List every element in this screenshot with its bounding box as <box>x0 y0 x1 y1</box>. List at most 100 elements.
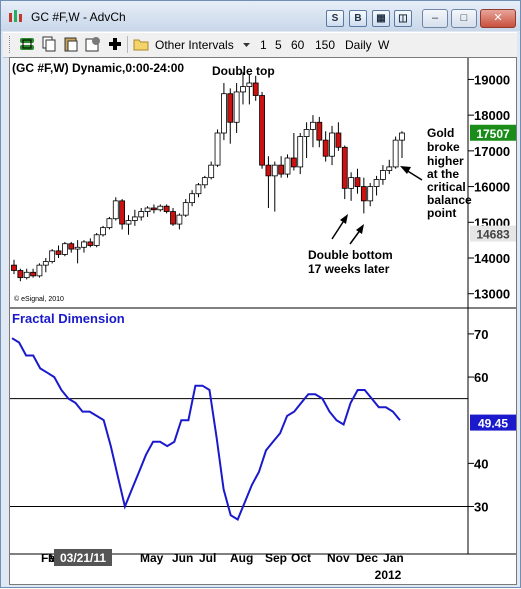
candle-body <box>170 211 176 225</box>
price-tick-label-3: 16000 <box>474 180 510 195</box>
candle-body <box>17 270 24 279</box>
candle-body <box>144 207 151 212</box>
toolbar-grip <box>9 36 12 53</box>
maximize-button[interactable]: □ <box>451 9 477 28</box>
annotation-gold-3: higher <box>427 154 464 168</box>
candle <box>360 177 367 214</box>
candle <box>81 240 87 253</box>
candle <box>30 268 36 278</box>
minimize-button[interactable]: – <box>422 9 448 28</box>
fractal-panel: Fractal Dimension 70 60 40 30 49.45 <box>10 311 516 521</box>
candle-body <box>157 205 164 211</box>
candle-body <box>176 214 183 225</box>
restore-button[interactable]: ◫ <box>394 10 412 27</box>
candle <box>201 175 208 189</box>
candle <box>290 133 297 171</box>
candle-body <box>316 121 323 141</box>
x-label-0: Fe <box>41 551 55 565</box>
fractal-title: Fractal Dimension <box>12 311 125 326</box>
x-label-10: Jan <box>383 551 404 565</box>
arrow-breakout <box>400 166 423 181</box>
dropdown-arrow-icon[interactable] <box>243 43 250 48</box>
date-highlight-box <box>54 549 112 566</box>
plus-icon[interactable] <box>107 36 123 52</box>
candle <box>259 91 265 169</box>
title-button-s[interactable]: S <box>326 10 344 27</box>
candle <box>367 183 374 207</box>
candle <box>348 172 355 201</box>
candle <box>100 225 106 237</box>
candle-body <box>163 205 170 212</box>
candle <box>392 136 399 169</box>
price-tick-label-0: 19000 <box>474 72 510 87</box>
x-label-9: Dec <box>356 551 378 565</box>
candle <box>322 131 329 162</box>
candle-body <box>278 164 285 175</box>
candle <box>112 197 119 221</box>
candle <box>221 83 227 141</box>
window-title: GC #F,W - AdvCh <box>31 10 126 24</box>
candle-body <box>348 177 355 189</box>
title-bar[interactable]: GC #F,W - AdvCh S B ▦ ◫ – □ ✕ <box>1 1 520 31</box>
candle-body <box>81 241 87 248</box>
fractal-tick-label-3: 30 <box>474 500 488 515</box>
interval-60[interactable]: 60 <box>291 38 305 52</box>
candle-body <box>195 184 202 195</box>
candle-body <box>208 164 215 179</box>
candle-body <box>380 170 386 180</box>
title-button-b[interactable]: B <box>349 10 367 27</box>
interval-5[interactable]: 5 <box>275 38 282 52</box>
candle <box>74 240 81 264</box>
candle-body <box>392 139 399 168</box>
candle-body <box>49 250 56 262</box>
candle-body <box>42 261 49 266</box>
candle <box>284 154 291 178</box>
tile-button[interactable]: ▦ <box>372 10 390 27</box>
candle <box>68 241 75 253</box>
properties-icon[interactable] <box>85 36 101 52</box>
candle-body <box>74 246 81 250</box>
folder-icon[interactable] <box>133 36 149 52</box>
chart-canvas[interactable]: (GC #F,W) Dynamic,0:00-24:00 © eSignal, … <box>10 58 516 584</box>
candle-body <box>303 129 310 137</box>
candle <box>49 249 56 264</box>
candle <box>144 206 151 217</box>
annotation-double-bottom: Double bottom <box>308 248 393 262</box>
price-label: 17507 <box>476 127 510 141</box>
candle <box>240 72 246 105</box>
candle-body <box>201 177 208 186</box>
close-button[interactable]: ✕ <box>480 9 516 28</box>
interval-weekly[interactable]: W <box>378 38 390 52</box>
chart-area[interactable]: (GC #F,W) Dynamic,0:00-24:00 © eSignal, … <box>9 57 517 585</box>
interval-daily[interactable]: Daily <box>345 38 372 52</box>
candle <box>131 209 138 226</box>
candle <box>329 125 335 166</box>
candle <box>227 88 234 144</box>
fd-value-box: 49.45 <box>470 414 516 431</box>
paste-icon[interactable] <box>63 36 79 52</box>
tile-icon: ▦ <box>376 13 386 24</box>
candle <box>106 216 113 230</box>
interval-1[interactable]: 1 <box>260 38 267 52</box>
candle <box>23 268 30 280</box>
interval-menu[interactable]: Other Intervals <box>155 38 234 52</box>
copy-icon[interactable] <box>41 36 57 52</box>
candle <box>278 156 285 178</box>
x-label-3: Jun <box>172 551 193 565</box>
candle <box>189 190 195 207</box>
fractal-tick-label-2: 40 <box>474 456 488 471</box>
toolbar-separator <box>127 36 128 53</box>
link-icon[interactable] <box>19 36 35 52</box>
candle <box>125 215 132 235</box>
candle <box>380 165 386 185</box>
candle-body <box>246 82 253 87</box>
candle-body <box>297 136 304 168</box>
candle-body <box>106 218 113 229</box>
candle-body <box>367 186 374 202</box>
candle <box>36 263 43 278</box>
annotation-gold-5: critical <box>427 180 466 194</box>
candle <box>182 199 189 217</box>
interval-150[interactable]: 150 <box>315 38 336 52</box>
candle-body <box>36 264 43 277</box>
